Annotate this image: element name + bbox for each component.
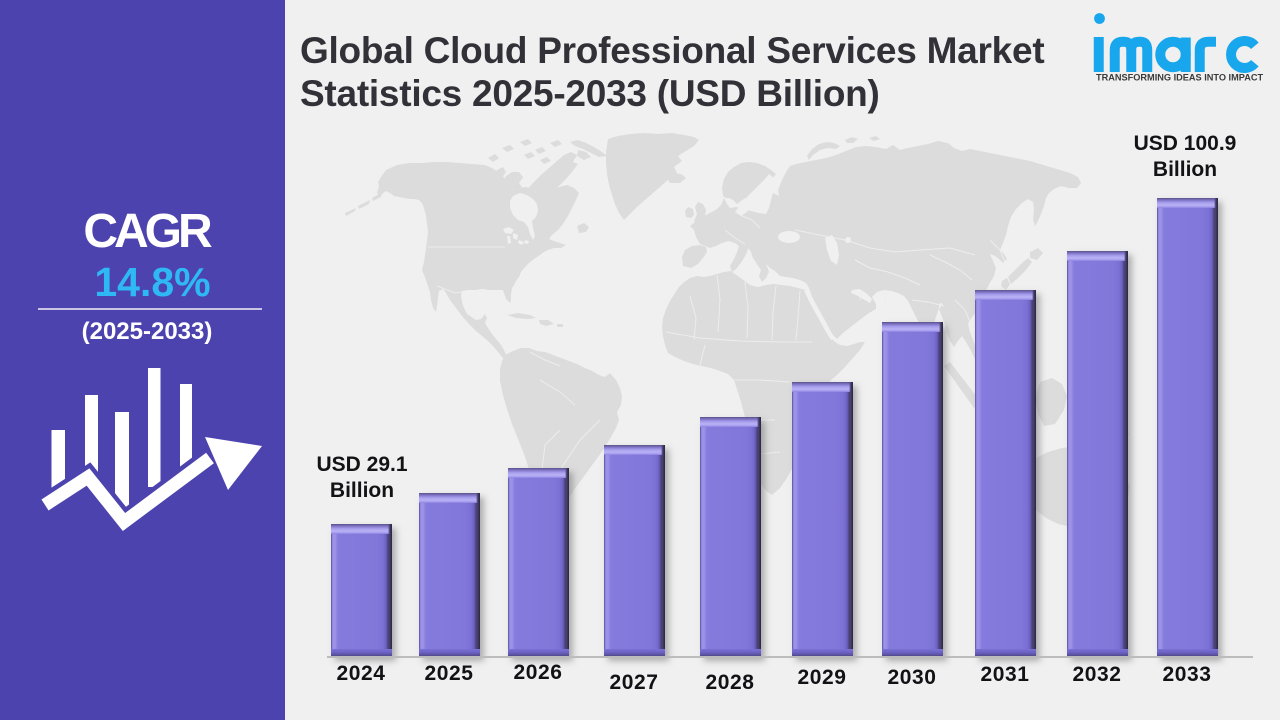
svg-text:TRANSFORMING IDEAS INTO IMPACT: TRANSFORMING IDEAS INTO IMPACT bbox=[1096, 73, 1263, 83]
